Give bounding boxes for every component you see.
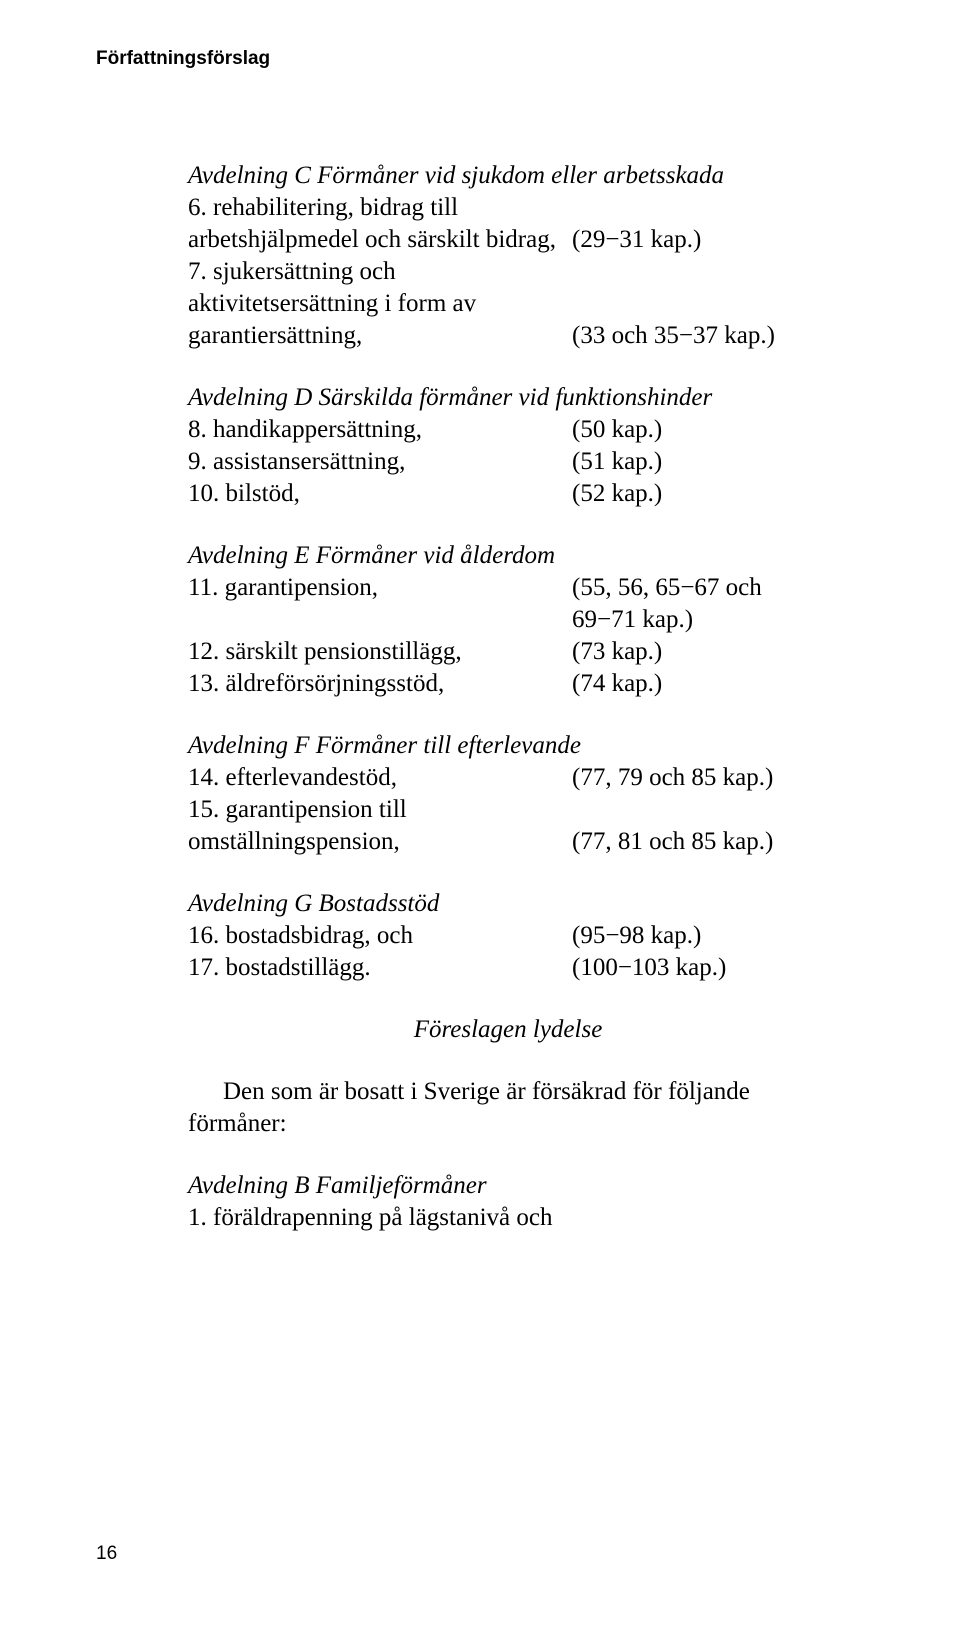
section-f-heading: Avdelning F Förmåner till efterlevande xyxy=(188,730,828,762)
item-17-label: 17. bostadstillägg. xyxy=(188,952,568,984)
item-8-ref: (50 kap.) xyxy=(568,414,828,446)
item-7-label: 7. sjukersättning och aktivitetsersättni… xyxy=(188,256,568,352)
item-9: 9. assistansersättning, (51 kap.) xyxy=(188,446,828,478)
item-12-ref: (73 kap.) xyxy=(568,636,828,668)
item-14-label: 14. efterlevandestöd, xyxy=(188,762,568,794)
item-8: 8. handikappersättning, (50 kap.) xyxy=(188,414,828,446)
bosatt-paragraph: Den som är bosatt i Sverige är försäkrad… xyxy=(188,1076,828,1140)
proposed-wording-heading: Föreslagen lydelse xyxy=(188,1014,828,1046)
item-16-label: 16. bostadsbidrag, och xyxy=(188,920,568,952)
item-9-label: 9. assistansersättning, xyxy=(188,446,568,478)
item-13-label: 13. äldreförsörjningsstöd, xyxy=(188,668,568,700)
item-14-ref: (77, 79 och 85 kap.) xyxy=(568,762,828,794)
item-15: 15. garantipension till omställningspens… xyxy=(188,794,828,858)
section-e-heading: Avdelning E Förmåner vid ålderdom xyxy=(188,540,828,572)
item-10-label: 10. bilstöd, xyxy=(188,478,568,510)
item-7: 7. sjukersättning och aktivitetsersättni… xyxy=(188,256,828,352)
item-6: 6. rehabilitering, bidrag till arbetshjä… xyxy=(188,192,828,256)
item-11: 11. garantipension, (55, 56, 65−67 och xyxy=(188,572,828,604)
item-11-line2: 69−71 kap.) xyxy=(188,604,828,636)
running-header: Författningsförslag xyxy=(96,48,270,70)
item-13: 13. äldreförsörjningsstöd, (74 kap.) xyxy=(188,668,828,700)
item-9-ref: (51 kap.) xyxy=(568,446,828,478)
item-13-ref: (74 kap.) xyxy=(568,668,828,700)
section-c-heading: Avdelning C Förmåner vid sjukdom eller a… xyxy=(188,160,828,192)
item-12: 12. särskilt pensionstillägg, (73 kap.) xyxy=(188,636,828,668)
item-15-label: 15. garantipension till omställningspens… xyxy=(188,794,568,858)
page: Författningsförslag Avdelning C Förmåner… xyxy=(0,0,960,1637)
item-16: 16. bostadsbidrag, och (95−98 kap.) xyxy=(188,920,828,952)
body-content: Avdelning C Förmåner vid sjukdom eller a… xyxy=(188,160,828,1234)
item-17: 17. bostadstillägg. (100−103 kap.) xyxy=(188,952,828,984)
item-1: 1. föräldrapenning på lägstanivå och xyxy=(188,1202,828,1234)
item-6-label: 6. rehabilitering, bidrag till arbetshjä… xyxy=(188,192,568,256)
item-6-ref: (29−31 kap.) xyxy=(568,224,828,256)
item-14: 14. efterlevandestöd, (77, 79 och 85 kap… xyxy=(188,762,828,794)
item-10: 10. bilstöd, (52 kap.) xyxy=(188,478,828,510)
page-number: 16 xyxy=(96,1543,117,1565)
item-10-ref: (52 kap.) xyxy=(568,478,828,510)
item-11-ref-line2: 69−71 kap.) xyxy=(568,604,828,636)
item-8-label: 8. handikappersättning, xyxy=(188,414,568,446)
item-7-ref: (33 och 35−37 kap.) xyxy=(568,320,828,352)
section-g-heading: Avdelning G Bostadsstöd xyxy=(188,888,828,920)
item-15-ref: (77, 81 och 85 kap.) xyxy=(568,826,828,858)
item-12-label: 12. särskilt pensionstillägg, xyxy=(188,636,568,668)
section-d-heading: Avdelning D Särskilda förmåner vid funkt… xyxy=(188,382,828,414)
item-11-label: 11. garantipension, xyxy=(188,572,568,604)
item-16-ref: (95−98 kap.) xyxy=(568,920,828,952)
section-b-heading: Avdelning B Familjeförmåner xyxy=(188,1170,828,1202)
item-11-ref-line1: (55, 56, 65−67 och xyxy=(568,572,828,604)
item-17-ref: (100−103 kap.) xyxy=(568,952,828,984)
